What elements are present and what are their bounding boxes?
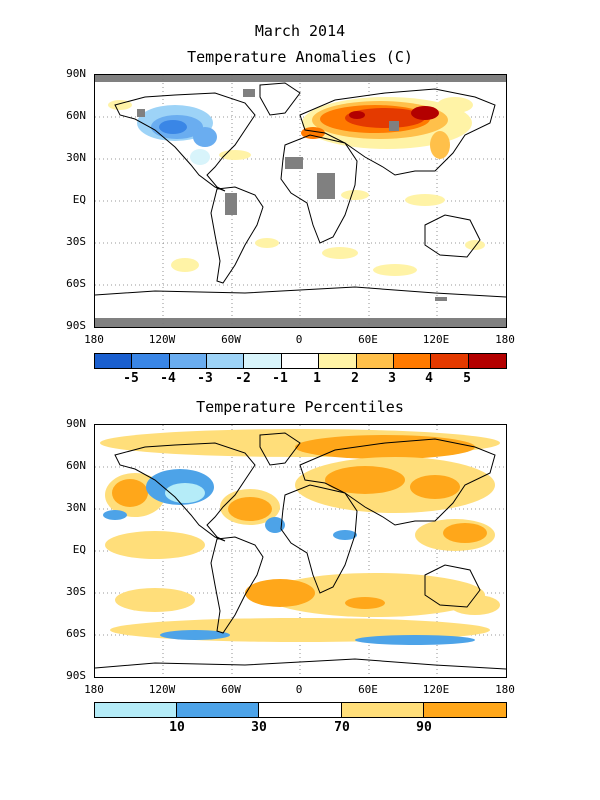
anomaly-colorbar-label: 5 [463,371,471,386]
map-title-anomalies: Temperature Anomalies (C) [187,48,413,66]
percentile-colorbar-label: 30 [251,720,267,735]
anomaly-colorbar-swatch-10 [468,354,506,368]
lon-label: 60W [221,683,241,696]
percentile-colorbar-label: 90 [416,720,432,735]
anomaly-colorbar-swatch-4 [244,354,282,368]
anomaly-colorbar-label: 2 [351,371,359,386]
percentile-colorbar-swatch-0 [95,703,178,717]
lon-label: 180 [495,333,515,346]
lat-label: 30N [66,151,86,164]
anomaly-colorbar-label: -4 [160,371,176,386]
lat-label: 60S [66,277,86,290]
lon-label: 0 [295,333,303,346]
anomaly-colorbar-swatch-0 [95,354,133,368]
anomaly-colorbar-label: 1 [313,371,321,386]
percentile-map [94,424,507,678]
percentile-colorbar-label: 10 [169,720,185,735]
lat-label: 60N [66,109,86,122]
lon-label: 120E [422,333,450,346]
lon-label: 0 [295,683,303,696]
lon-label: 120W [148,683,176,696]
lat-label: EQ [72,543,86,556]
anomaly-colorbar-swatch-3 [207,354,245,368]
anomaly-map [94,74,507,328]
anomaly-colorbar-label: 4 [425,371,433,386]
percentile-colorbar-swatch-3 [341,703,424,717]
anomaly-colorbar [94,353,507,369]
anomaly-colorbar-swatch-1 [132,354,170,368]
lat-label: 60N [66,459,86,472]
lat-label: EQ [72,193,86,206]
anomaly-colorbar-swatch-6 [319,354,357,368]
percentile-colorbar-swatch-4 [423,703,506,717]
lat-label: 30N [66,501,86,514]
map-title-percentiles: Temperature Percentiles [196,398,404,416]
lon-label: 180 [84,333,104,346]
anomaly-colorbar-swatch-2 [169,354,208,368]
anomaly-colorbar-label: -3 [197,371,213,386]
percentile-colorbar-label: 70 [334,720,350,735]
lat-label: 30S [66,585,86,598]
anomaly-colorbar-swatch-7 [356,354,394,368]
lat-label: 90S [66,319,86,332]
lat-label: 90N [66,417,86,430]
lon-label: 180 [495,683,515,696]
lon-label: 120W [148,333,176,346]
percentile-colorbar [94,702,507,718]
anomaly-colorbar-label: 3 [388,371,396,386]
lon-label: 60W [221,333,241,346]
lon-label: 60E [358,333,378,346]
lon-label: 60E [358,683,378,696]
lat-label: 30S [66,235,86,248]
lat-label: 90S [66,669,86,682]
anomaly-colorbar-label: -2 [235,371,251,386]
anomaly-colorbar-swatch-5 [281,354,320,368]
anomaly-colorbar-swatch-9 [431,354,469,368]
lon-label: 180 [84,683,104,696]
lat-label: 90N [66,67,86,80]
lon-label: 120E [422,683,450,696]
percentile-colorbar-swatch-1 [177,703,260,717]
anomaly-colorbar-label: -1 [272,371,288,386]
anomaly-colorbar-label: -5 [123,371,139,386]
map-title-date: March 2014 [254,22,346,40]
anomaly-colorbar-swatch-8 [393,354,432,368]
lat-label: 60S [66,627,86,640]
percentile-colorbar-swatch-2 [259,703,342,717]
